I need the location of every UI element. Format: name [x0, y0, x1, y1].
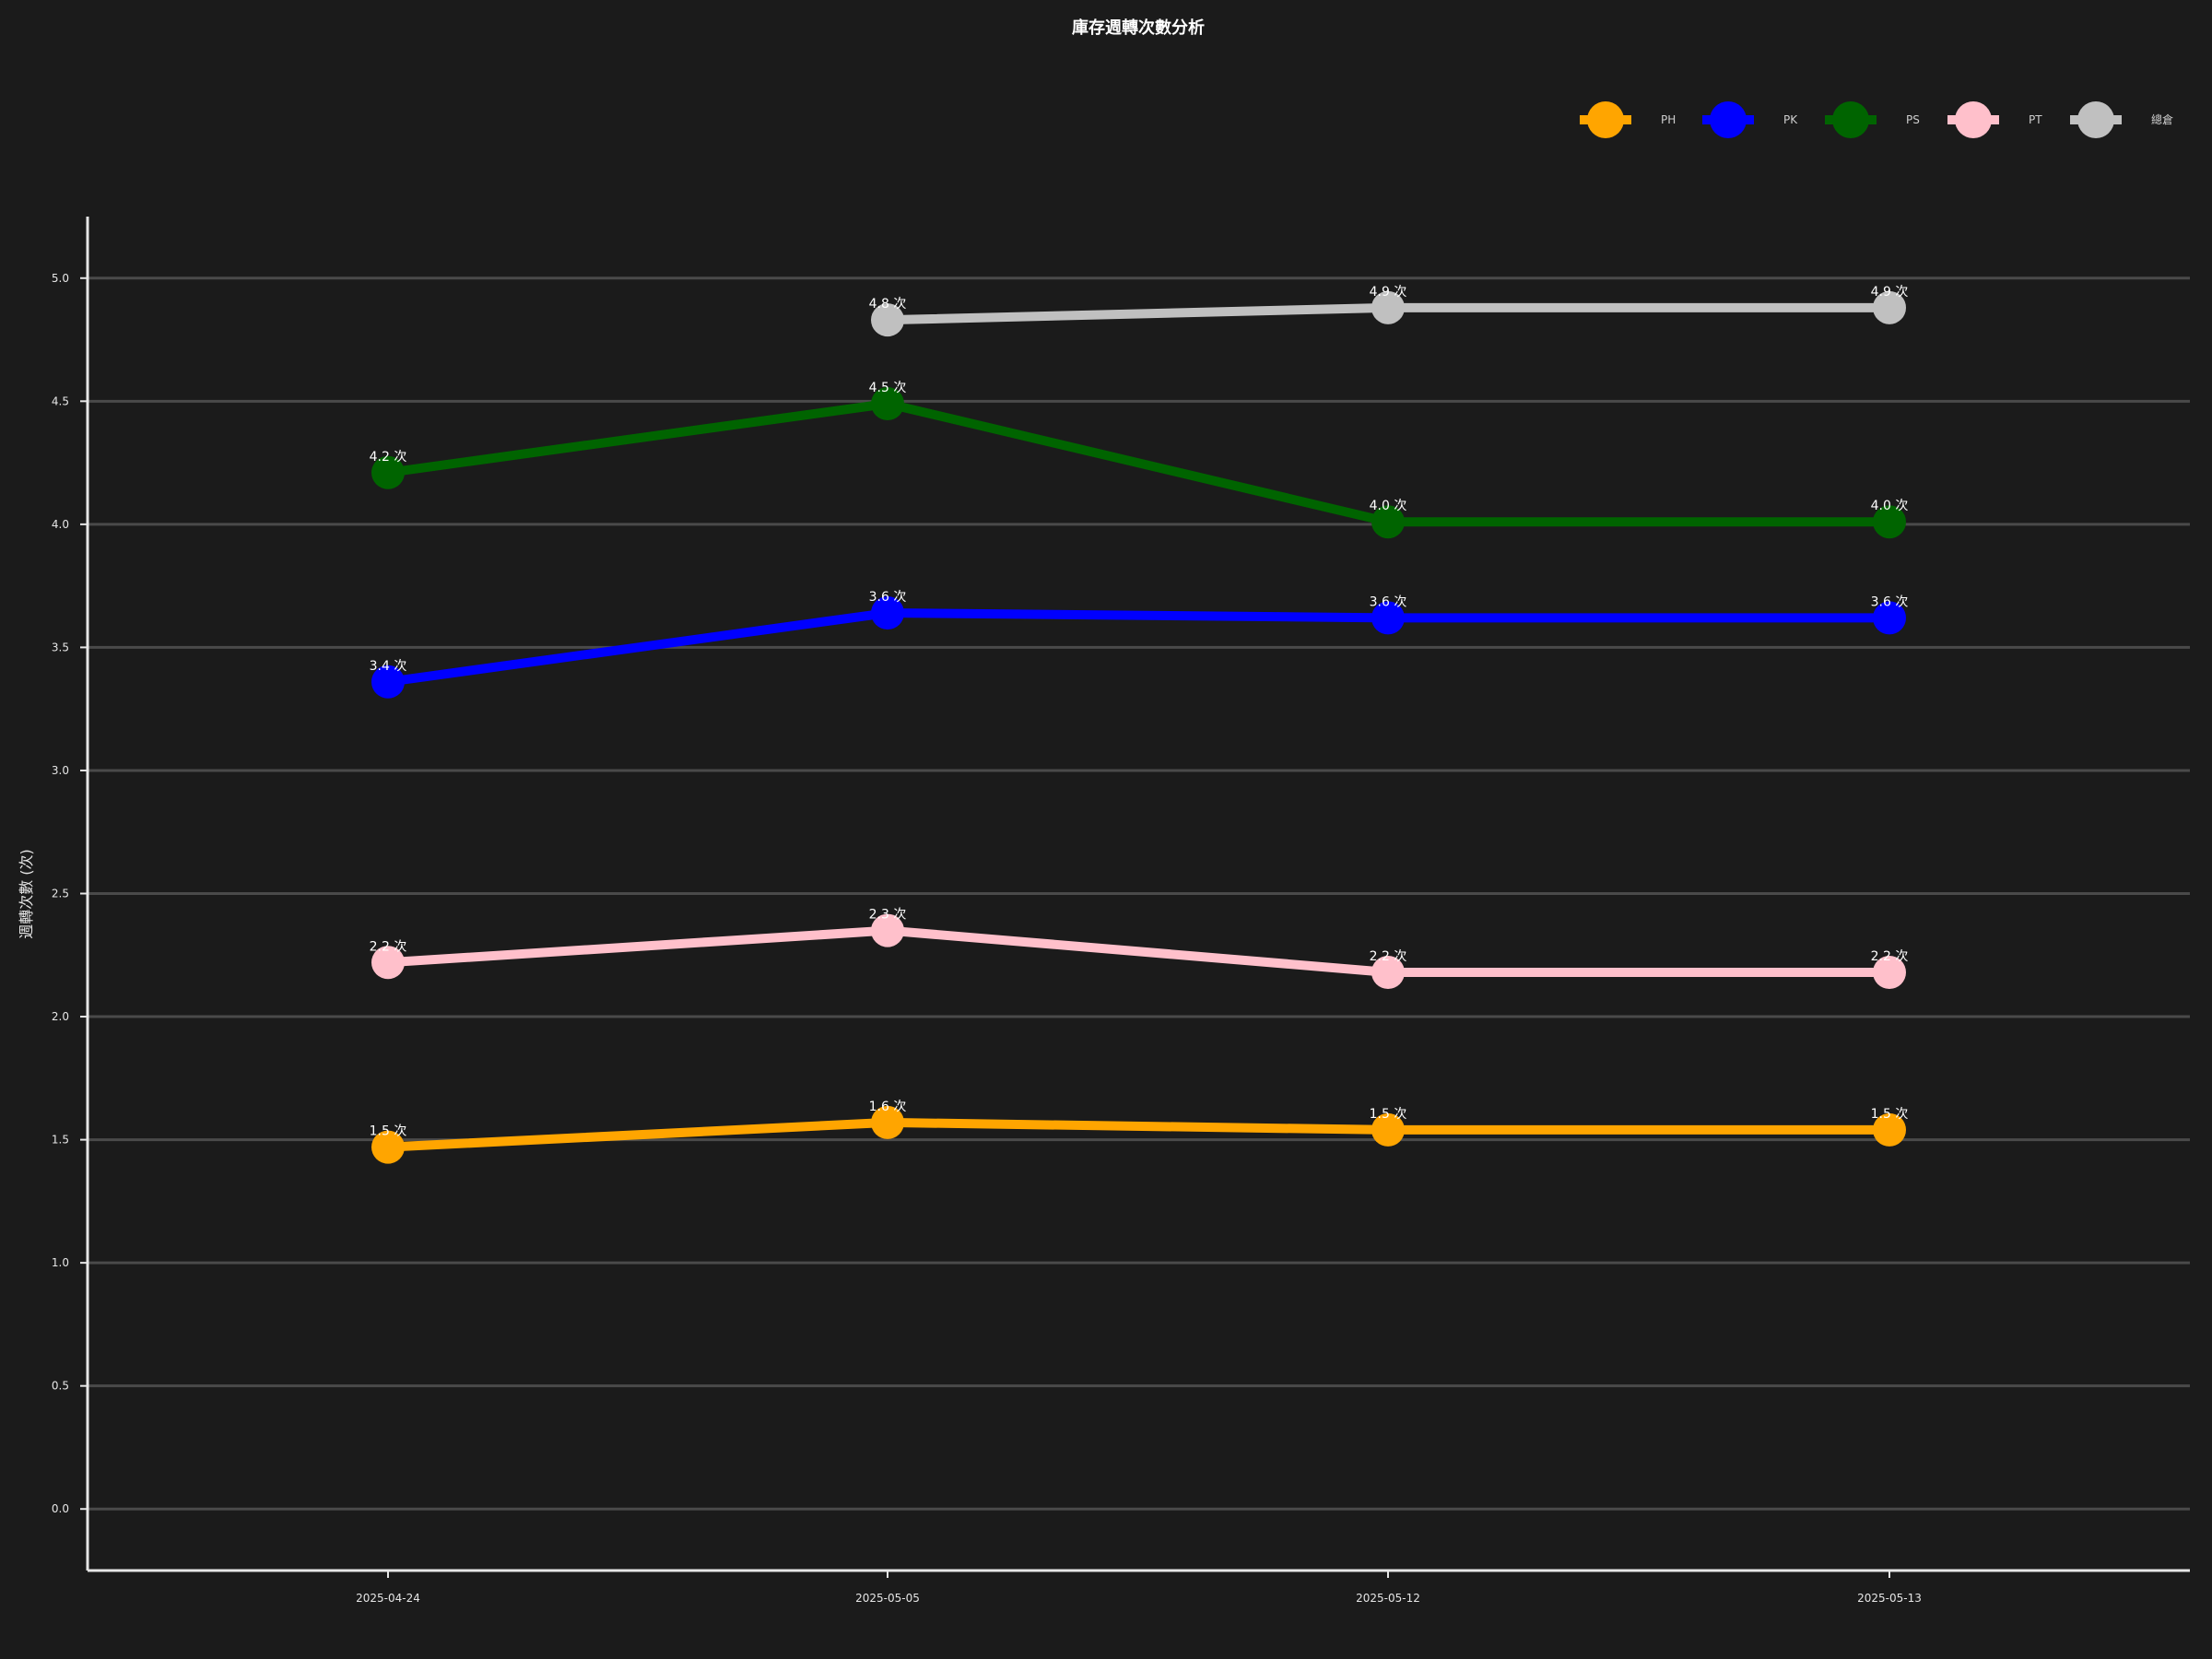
data-label: 3.6 次 — [1871, 594, 1909, 609]
data-point[interactable] — [371, 455, 405, 489]
y-tick-label: 0.0 — [52, 1502, 69, 1515]
data-point[interactable] — [371, 1130, 405, 1164]
legend-label: PT — [2029, 113, 2042, 126]
data-point[interactable] — [871, 913, 904, 947]
data-label: 1.5 次 — [370, 1124, 407, 1139]
data-label: 4.5 次 — [869, 381, 907, 395]
y-tick-label: 1.5 — [52, 1134, 69, 1147]
data-point[interactable] — [1371, 955, 1405, 989]
series-ph — [371, 1105, 1906, 1164]
data-point[interactable] — [1873, 505, 1906, 539]
data-label: 1.6 次 — [869, 1100, 907, 1114]
y-tick-label: 3.5 — [52, 641, 69, 653]
data-point[interactable] — [1873, 955, 1906, 989]
y-axis-label: 週轉次數 (次) — [18, 849, 35, 939]
data-label: 3.6 次 — [1370, 594, 1407, 609]
y-tick-label: 4.0 — [52, 518, 69, 531]
x-tick-label: 2025-04-24 — [356, 1592, 420, 1605]
chart-title: 庫存週轉次數分析 — [1072, 18, 1205, 38]
legend-swatch-marker — [2077, 101, 2114, 138]
y-tick-label: 5.0 — [52, 272, 69, 285]
data-label: 2.2 次 — [370, 939, 407, 954]
series-line — [387, 608, 1889, 687]
data-label: 4.8 次 — [869, 297, 907, 312]
legend-item-ps[interactable]: PS — [1825, 101, 1920, 138]
series-pt — [371, 913, 1906, 989]
data-label: 1.5 次 — [1871, 1107, 1909, 1122]
data-point[interactable] — [1371, 505, 1405, 539]
y-tick-label: 4.5 — [52, 394, 69, 407]
data-point[interactable] — [371, 946, 405, 980]
series-pk — [371, 596, 1906, 699]
legend-swatch-marker — [1710, 101, 1747, 138]
data-label: 4.0 次 — [1370, 499, 1407, 513]
data-point[interactable] — [871, 303, 904, 337]
data-labels: 1.5 次 1.6 次 1.5 次 1.5 次 3.4 次 3.6 次 3.6 次 3.6 次… — [370, 285, 1909, 1139]
data-point[interactable] — [1371, 1112, 1405, 1147]
data-label: 4.9 次 — [1370, 285, 1407, 300]
legend-swatch-marker — [1832, 101, 1869, 138]
legend-label: PK — [1783, 113, 1798, 126]
series-line — [387, 398, 1889, 527]
x-axis-ticks: 2025-04-24 2025-05-05 2025-05-12 2025-05-13 — [356, 1571, 1922, 1605]
legend-item-總倉[interactable]: 總倉 — [2070, 101, 2173, 138]
y-tick-label: 0.5 — [52, 1380, 69, 1393]
data-label: 1.5 次 — [1370, 1107, 1407, 1122]
legend-label: 總倉 — [2151, 112, 2173, 126]
legend-item-pk[interactable]: PK — [1702, 101, 1798, 138]
data-label: 4.2 次 — [370, 450, 407, 465]
y-tick-label: 1.0 — [52, 1256, 69, 1269]
data-label: 2.3 次 — [869, 908, 907, 923]
series-line — [387, 925, 1889, 977]
legend-label: PH — [1661, 113, 1676, 126]
series-line — [387, 1117, 1889, 1152]
gridlines — [88, 276, 2190, 1511]
data-point[interactable] — [871, 386, 904, 420]
y-axis-ticks: 0.0 0.5 1.0 1.5 2.0 2.5 3.0 3.5 4.0 4.5 5.0 — [52, 272, 88, 1515]
data-label: 4.0 次 — [1871, 499, 1909, 513]
x-tick-label: 2025-05-05 — [855, 1592, 920, 1605]
legend[interactable]: PH PK PS PT 總倉 — [1580, 101, 2173, 138]
data-label: 2.2 次 — [1871, 949, 1909, 964]
data-point[interactable] — [1873, 601, 1906, 635]
data-point[interactable] — [1371, 601, 1405, 635]
data-point[interactable] — [1873, 290, 1906, 324]
x-tick-label: 2025-05-12 — [1356, 1592, 1420, 1605]
x-tick-label: 2025-05-13 — [1857, 1592, 1922, 1605]
series-group — [371, 290, 1906, 1164]
y-tick-label: 2.0 — [52, 1010, 69, 1023]
data-point[interactable] — [871, 1105, 904, 1139]
data-label: 4.9 次 — [1871, 285, 1909, 300]
legend-swatch-marker — [1587, 101, 1624, 138]
legend-label: PS — [1906, 113, 1920, 126]
data-label: 3.4 次 — [370, 659, 407, 674]
legend-swatch-marker — [1955, 101, 1992, 138]
y-tick-label: 2.5 — [52, 888, 69, 900]
series-總倉 — [871, 290, 1906, 337]
legend-item-ph[interactable]: PH — [1580, 101, 1676, 138]
data-label: 3.6 次 — [869, 590, 907, 605]
data-label: 2.2 次 — [1370, 949, 1407, 964]
series-ps — [371, 386, 1906, 539]
data-point[interactable] — [871, 596, 904, 630]
data-point[interactable] — [1873, 1112, 1906, 1147]
legend-item-pt[interactable]: PT — [1947, 101, 2042, 138]
y-tick-label: 3.0 — [52, 764, 69, 777]
data-point[interactable] — [371, 665, 405, 699]
data-point[interactable] — [1371, 290, 1405, 324]
